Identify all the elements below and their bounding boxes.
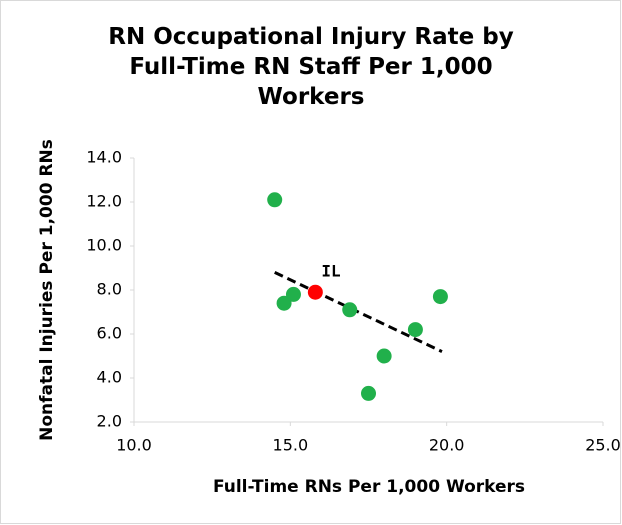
x-tick-label: 25.0 <box>585 436 621 455</box>
point <box>361 385 376 401</box>
point <box>432 289 448 305</box>
point <box>376 348 392 364</box>
y-tick-label: 4.0 <box>97 368 122 387</box>
point <box>307 284 323 300</box>
y-tick-label: 10.0 <box>86 236 122 255</box>
chart-title: RN Occupational Injury Rate by Full-Time… <box>108 24 514 110</box>
x-tick-label: 15.0 <box>273 436 309 455</box>
y-tick-label: 8.0 <box>97 280 122 299</box>
point <box>276 295 292 311</box>
y-tick-label: 12.0 <box>86 192 122 211</box>
y-tick-label: 14.0 <box>86 148 122 167</box>
point <box>407 322 423 338</box>
y-tick-label: 6.0 <box>97 324 122 343</box>
annotation: IL <box>321 262 340 281</box>
x-axis-label: Full-Time RNs Per 1,000 Workers <box>213 477 525 497</box>
y-tick-label: 2.0 <box>97 412 122 431</box>
x-tick-label: 20.0 <box>429 436 465 455</box>
point <box>267 192 283 208</box>
trendline <box>274 271 443 353</box>
y-axis-label: Nonfatal Injuries Per 1,000 RNs <box>37 139 57 441</box>
x-tick-label: 10.0 <box>116 436 152 455</box>
point <box>285 286 301 302</box>
point <box>342 302 358 318</box>
